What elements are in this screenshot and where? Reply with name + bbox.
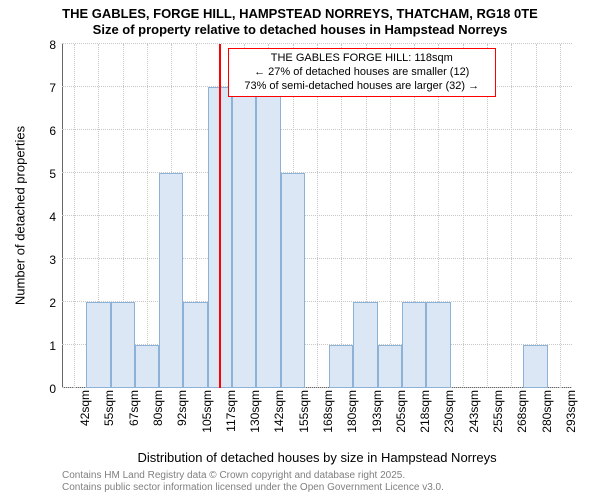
xtick-label: 268sqm [515, 390, 529, 446]
footer-line-1: Contains HM Land Registry data © Crown c… [62, 470, 444, 482]
gridline-v [560, 44, 561, 388]
gridline-v [74, 44, 75, 388]
annotation-line: THE GABLES FORGE HILL: 118sqm [235, 52, 489, 66]
annotation-line: 73% of semi-detached houses are larger (… [235, 80, 489, 94]
histogram-bar [426, 302, 450, 388]
annotation-line: ← 27% of detached houses are smaller (12… [235, 66, 489, 80]
ytick-label: 0 [32, 382, 56, 396]
xtick-label: 55sqm [102, 390, 116, 446]
xtick-label: 105sqm [200, 390, 214, 446]
ytick-label: 1 [32, 339, 56, 353]
histogram-bar [159, 173, 183, 388]
histogram-bar [111, 302, 135, 388]
xtick-label: 230sqm [442, 390, 456, 446]
histogram-bar [402, 302, 426, 388]
chart-subtitle: Size of property relative to detached ho… [0, 22, 600, 38]
xtick-label: 42sqm [78, 390, 92, 446]
histogram-bar [232, 87, 256, 388]
ytick-label: 5 [32, 167, 56, 181]
histogram-bar [86, 302, 110, 388]
ytick-label: 2 [32, 296, 56, 310]
gridline-v [147, 44, 148, 388]
ytick-label: 6 [32, 124, 56, 138]
xtick-label: 243sqm [467, 390, 481, 446]
xtick-label: 280sqm [540, 390, 554, 446]
gridline-v [536, 44, 537, 388]
xtick-label: 67sqm [127, 390, 141, 446]
chart-title: THE GABLES, FORGE HILL, HAMPSTEAD NORREY… [0, 0, 600, 22]
plot-area: THE GABLES FORGE HILL: 118sqm← 27% of de… [62, 44, 572, 388]
xtick-label: 255sqm [491, 390, 505, 446]
title-line-1: THE GABLES, FORGE HILL, HAMPSTEAD NORREY… [62, 6, 538, 21]
histogram-bar [256, 87, 280, 388]
xtick-label: 180sqm [345, 390, 359, 446]
y-axis-line [62, 44, 63, 388]
histogram-bar [183, 302, 207, 388]
histogram-bar [281, 173, 305, 388]
ytick-label: 3 [32, 253, 56, 267]
xtick-label: 155sqm [297, 390, 311, 446]
histogram-bar [329, 345, 353, 388]
xtick-label: 168sqm [321, 390, 335, 446]
xtick-label: 193sqm [370, 390, 384, 446]
title-line-2: Size of property relative to detached ho… [93, 22, 508, 37]
gridline-v [511, 44, 512, 388]
xtick-label: 142sqm [272, 390, 286, 446]
xtick-label: 218sqm [418, 390, 432, 446]
y-axis-label: Number of detached properties [13, 116, 28, 316]
chart-container: THE GABLES, FORGE HILL, HAMPSTEAD NORREY… [0, 0, 600, 500]
x-axis-label: Distribution of detached houses by size … [62, 450, 572, 465]
ytick-label: 7 [32, 81, 56, 95]
ytick-label: 8 [32, 38, 56, 52]
xtick-label: 117sqm [224, 390, 238, 446]
histogram-bar [523, 345, 547, 388]
marker-line [219, 44, 221, 388]
xtick-label: 205sqm [394, 390, 408, 446]
attribution-footer: Contains HM Land Registry data © Crown c… [62, 470, 444, 494]
xtick-label: 130sqm [248, 390, 262, 446]
xtick-label: 80sqm [151, 390, 165, 446]
annotation-callout: THE GABLES FORGE HILL: 118sqm← 27% of de… [228, 48, 496, 97]
xtick-label: 293sqm [564, 390, 578, 446]
histogram-bar [353, 302, 377, 388]
footer-line-2: Contains public sector information licen… [62, 482, 444, 494]
xtick-label: 92sqm [175, 390, 189, 446]
histogram-bar [378, 345, 402, 388]
histogram-bar [135, 345, 159, 388]
ytick-label: 4 [32, 210, 56, 224]
